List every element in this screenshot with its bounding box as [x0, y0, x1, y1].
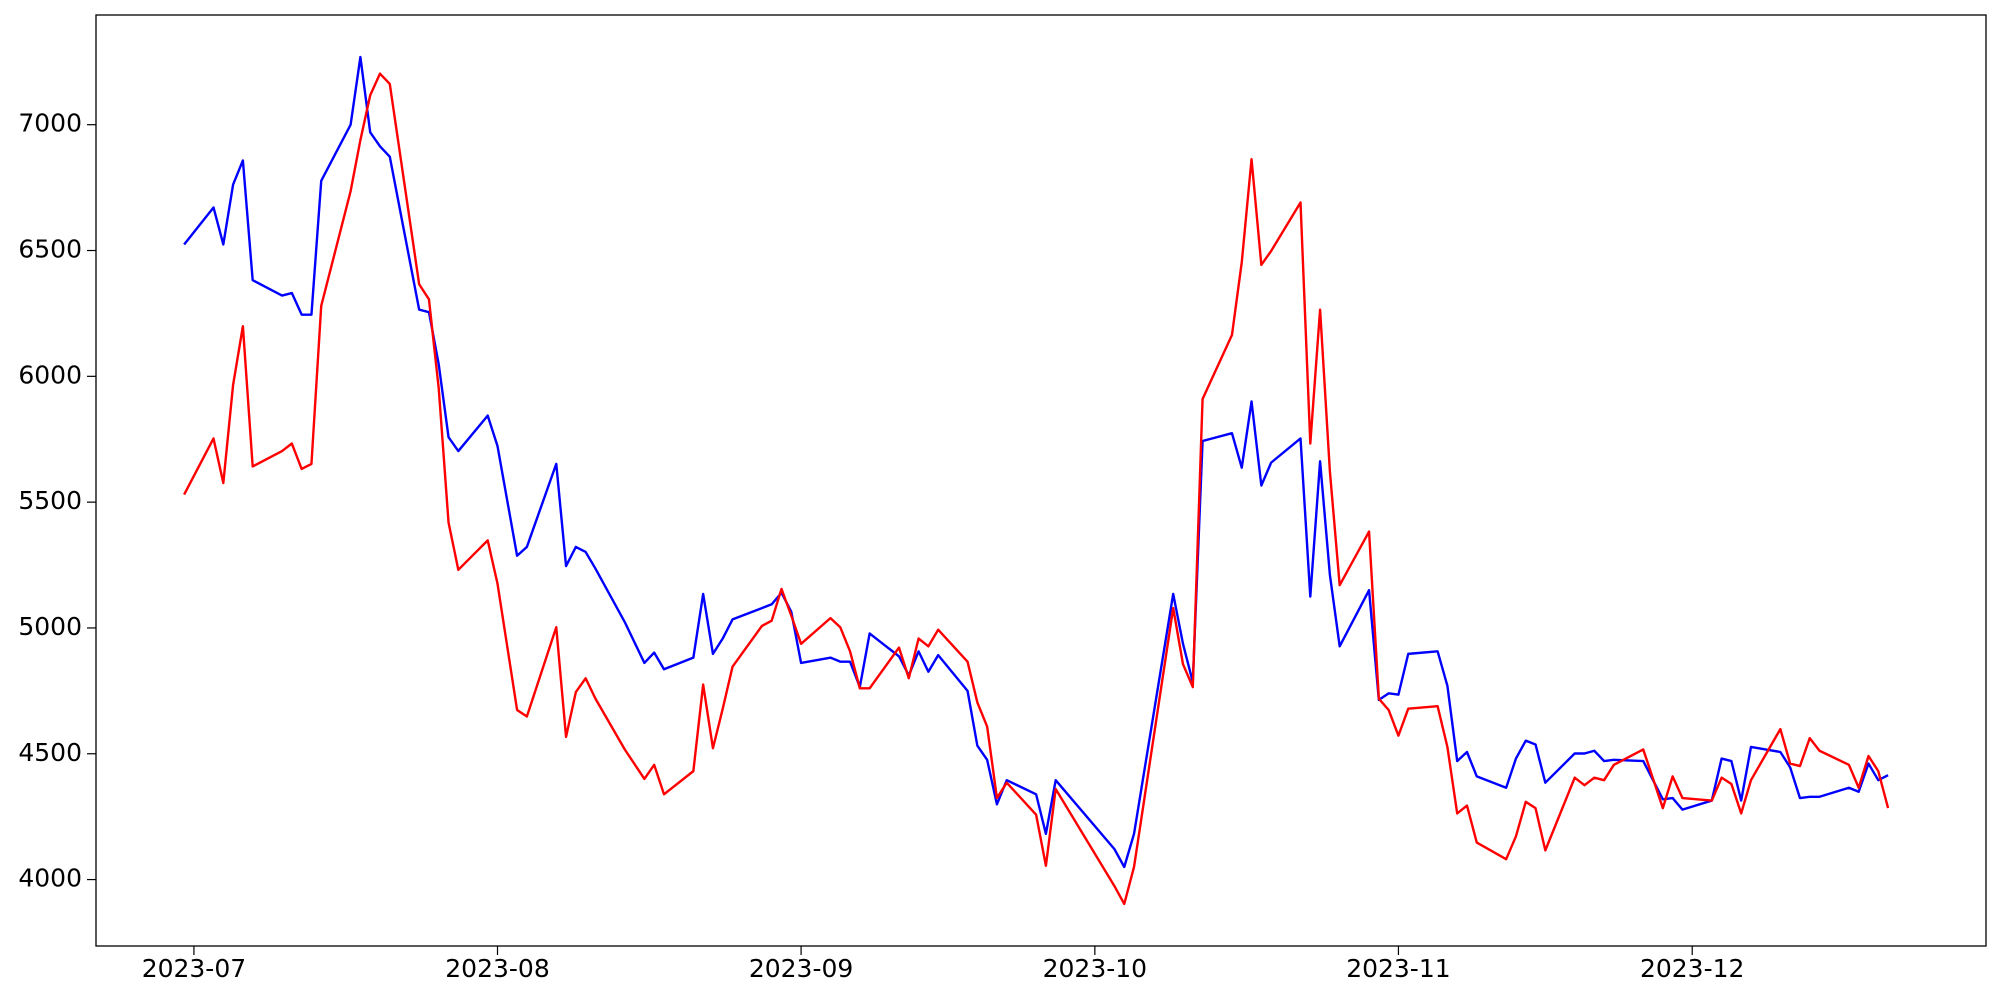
x-tick-label: 2023-08 — [445, 954, 549, 983]
plot-frame — [95, 14, 1987, 947]
y-tick-label: 5000 — [18, 612, 82, 641]
x-tick-label: 2023-09 — [749, 954, 853, 983]
x-tick-label: 2023-11 — [1346, 954, 1450, 983]
y-tick-label: 6000 — [18, 360, 82, 389]
x-tick-label: 2023-12 — [1640, 954, 1744, 983]
y-tick-label: 6500 — [18, 235, 82, 264]
y-tick-label: 5500 — [18, 486, 82, 515]
line-series — [183, 55, 1889, 869]
x-tick-label: 2023-07 — [142, 954, 246, 983]
x-tick-label: 2023-10 — [1043, 954, 1147, 983]
y-tick-label: 4500 — [18, 738, 82, 767]
y-tick-label: 7000 — [18, 109, 82, 138]
y-tick-label: 4000 — [18, 864, 82, 893]
line-series — [183, 72, 1890, 906]
